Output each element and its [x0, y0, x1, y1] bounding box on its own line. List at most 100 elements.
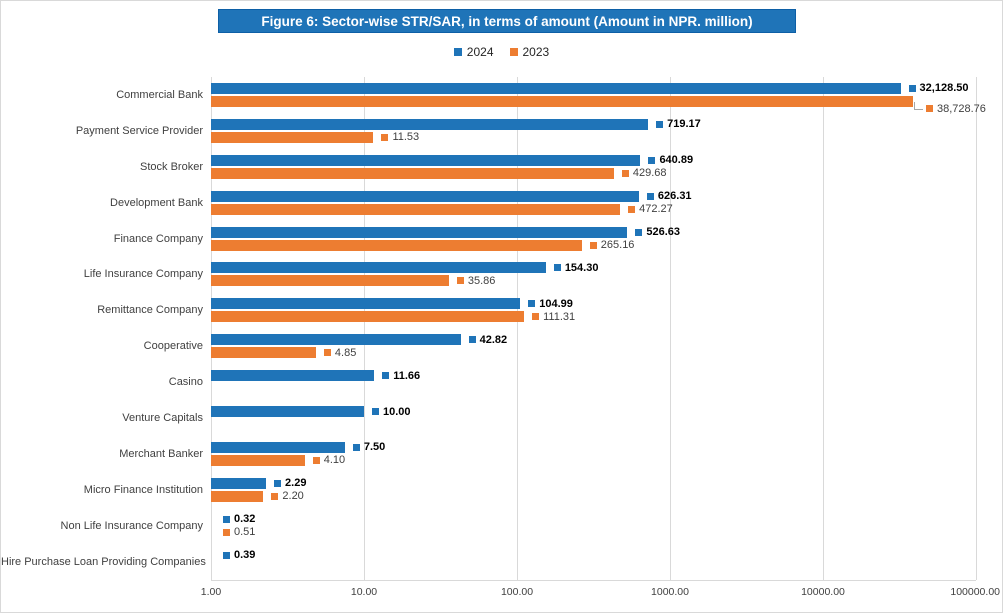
- bar-2024: [211, 226, 628, 238]
- data-label-value: 42.82: [479, 333, 508, 346]
- bar-2023: [211, 239, 582, 251]
- data-label-2023: 111.31: [532, 310, 575, 324]
- leader-line: [913, 108, 923, 110]
- gridline: [211, 77, 212, 580]
- data-label-key-icon: [648, 156, 656, 164]
- category-label: Non Life Insurance Company: [60, 519, 203, 532]
- data-label-2023: 35.86: [456, 274, 496, 288]
- bar-2023: [211, 167, 614, 179]
- bar-2023: [211, 311, 525, 323]
- bar-2023: [211, 490, 264, 502]
- data-label-2023: 0.51: [223, 525, 255, 539]
- data-label-2024: 104.99: [528, 297, 573, 311]
- data-label-key-icon: [223, 515, 230, 523]
- bar-2023: [211, 95, 913, 107]
- bar-2024: [211, 406, 364, 418]
- data-label-key-icon: [372, 408, 379, 416]
- bar-2024: [211, 154, 641, 166]
- gridline: [670, 77, 671, 580]
- data-label-2024: 626.31: [646, 189, 692, 203]
- data-label-2023: 265.16: [589, 238, 634, 252]
- data-label-value: 429.68: [632, 167, 667, 180]
- legend-label-2023: 2023: [522, 45, 550, 59]
- gridline: [823, 77, 824, 580]
- data-label-value: 35.86: [467, 274, 496, 287]
- data-label-2024: 0.39: [223, 548, 255, 562]
- data-label-2024: 0.32: [223, 512, 255, 526]
- bar-2023: [211, 131, 374, 143]
- data-label-key-icon: [628, 205, 636, 213]
- data-label-2024: 719.17: [656, 117, 701, 131]
- data-label-key-icon: [271, 492, 279, 500]
- data-label-key-icon: [528, 300, 536, 308]
- x-axis-tick-label: 100000.00: [950, 585, 1000, 598]
- data-label-key-icon: [635, 228, 643, 236]
- bar-2023: [211, 275, 449, 287]
- x-axis-tick-label: 1000.00: [651, 585, 689, 598]
- category-label: Finance Company: [113, 232, 203, 245]
- x-axis-tick-label: 100.00: [500, 585, 534, 598]
- data-label-2024: 7.50: [352, 440, 386, 454]
- legend: 2024 2023: [1, 43, 1002, 61]
- data-label-2024: 32,128.50: [908, 81, 969, 95]
- data-label-value: 626.31: [657, 190, 692, 203]
- data-label-2023: 38,728.76: [925, 102, 986, 116]
- data-label-value: 32,128.50: [919, 82, 969, 95]
- bar-2024: [211, 262, 546, 274]
- bar-2023: [211, 454, 305, 466]
- data-label-2023: 2.20: [271, 489, 304, 503]
- data-label-2024: 11.66: [382, 369, 420, 383]
- data-label-key-icon: [382, 372, 390, 380]
- data-label-value: 7.50: [363, 441, 386, 454]
- bar-2024: [211, 82, 901, 94]
- category-label: Casino: [168, 376, 203, 389]
- x-axis-tick-label: 10000.00: [801, 585, 845, 598]
- data-label-value: 526.63: [646, 226, 681, 239]
- data-label-value: 0.39: [234, 549, 256, 562]
- legend-item-2024: 2024: [453, 45, 494, 59]
- data-label-key-icon: [468, 336, 476, 344]
- data-label-2024: 10.00: [372, 405, 411, 419]
- data-label-key-icon: [656, 120, 664, 128]
- data-label-2023: 472.27: [628, 202, 673, 216]
- bar-2024: [211, 441, 345, 453]
- gridline: [517, 77, 518, 580]
- data-label-value: 11.66: [393, 369, 421, 382]
- data-label-value: 472.27: [639, 203, 673, 216]
- category-label: Life Insurance Company: [83, 268, 203, 281]
- bar-2024: [211, 118, 649, 130]
- data-label-value: 111.31: [543, 310, 576, 323]
- data-label-key-icon: [456, 277, 464, 285]
- data-label-key-icon: [553, 264, 561, 272]
- data-label-value: 154.30: [564, 261, 599, 274]
- data-label-2023: 4.85: [323, 346, 357, 360]
- data-label-value: 4.85: [334, 346, 357, 359]
- data-label-key-icon: [589, 241, 597, 249]
- data-label-value: 0.32: [234, 513, 256, 526]
- data-label-value: 2.20: [282, 490, 304, 503]
- data-label-2023: 11.53: [381, 130, 419, 144]
- data-label-2024: 526.63: [635, 225, 680, 239]
- data-label-2024: 640.89: [648, 153, 693, 167]
- x-axis-tick-label: 10.00: [350, 585, 378, 598]
- bar-2023: [211, 203, 621, 215]
- data-label-key-icon: [621, 169, 629, 177]
- data-label-2023: 429.68: [621, 166, 667, 180]
- data-label-key-icon: [925, 105, 933, 113]
- bar-2024: [211, 298, 521, 310]
- category-label: Venture Capitals: [122, 412, 203, 425]
- data-label-key-icon: [646, 192, 654, 200]
- category-label: Cooperative: [143, 340, 203, 353]
- category-label: Commercial Bank: [116, 88, 203, 101]
- data-label-key-icon: [352, 443, 360, 451]
- data-label-key-icon: [532, 313, 540, 321]
- category-label: Merchant Banker: [119, 447, 203, 460]
- bar-2024: [211, 370, 375, 382]
- legend-key-2024-icon: [453, 48, 462, 56]
- data-label-key-icon: [274, 479, 282, 487]
- category-label: Development Bank: [110, 196, 203, 209]
- gridline: [364, 77, 365, 580]
- x-axis-line: [211, 579, 976, 581]
